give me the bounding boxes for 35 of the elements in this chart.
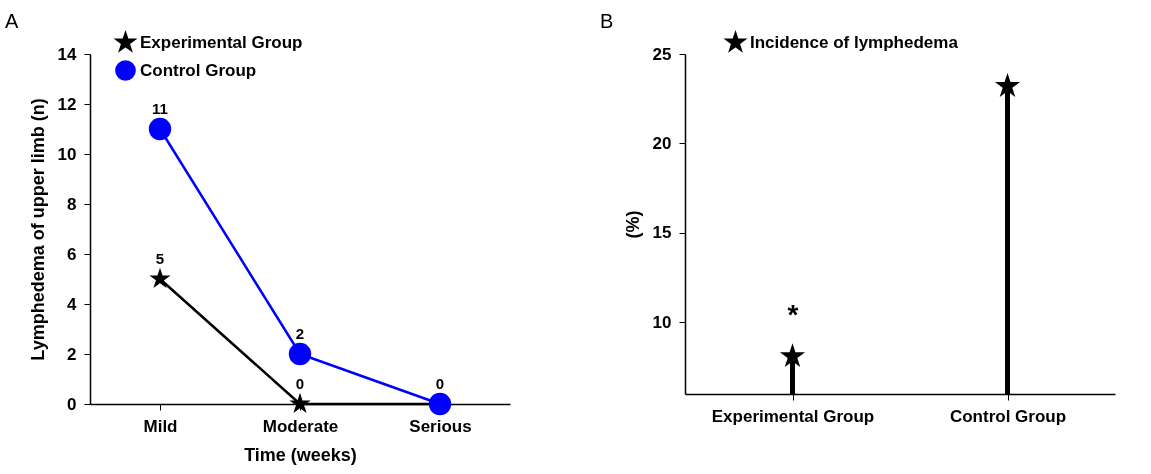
y-axis-title: Lymphedema of upper limb (n) — [27, 98, 48, 361]
y-axis-title: (%) — [622, 210, 643, 239]
y-tick-label: 10 — [652, 312, 672, 332]
x-tick-label: Moderate — [262, 416, 339, 436]
legend-label: Control Group — [140, 60, 257, 80]
y-tick-label: 10 — [57, 144, 77, 164]
y-tick-label: 8 — [67, 194, 77, 214]
x-tick-label: Experimental Group — [711, 406, 875, 426]
y-tick-label: 20 — [652, 133, 672, 153]
y-tick-label: 15 — [652, 223, 672, 243]
y-tick-label: 25 — [652, 44, 672, 64]
data-label: 0 — [435, 375, 445, 392]
y-tick-label: 6 — [67, 244, 77, 264]
y-tick-label: 14 — [57, 44, 78, 64]
y-tick-label: 2 — [67, 344, 77, 364]
chart-title: B — [600, 10, 614, 32]
x-tick-label: Mild — [143, 416, 178, 436]
legend-label: Incidence of lymphedema — [750, 32, 959, 52]
y-tick-label: 4 — [67, 294, 78, 314]
point — [149, 267, 171, 289]
y-tick-label: 12 — [57, 94, 77, 114]
point — [148, 117, 172, 141]
data-label: 11 — [152, 100, 168, 117]
chart-title: A — [5, 10, 19, 32]
x-axis-title: Time (weeks) — [244, 444, 357, 465]
y-tick-label: 0 — [67, 394, 77, 414]
annotation: * — [787, 299, 799, 330]
data-label: 2 — [295, 325, 305, 342]
data-label: 0 — [295, 375, 305, 392]
x-tick-label: Control Group — [949, 406, 1067, 426]
x-tick-label: Serious — [409, 416, 472, 436]
point — [289, 392, 311, 414]
legend-label: Experimental Group — [140, 32, 303, 52]
data-label: 5 — [155, 250, 165, 267]
point — [288, 342, 312, 366]
